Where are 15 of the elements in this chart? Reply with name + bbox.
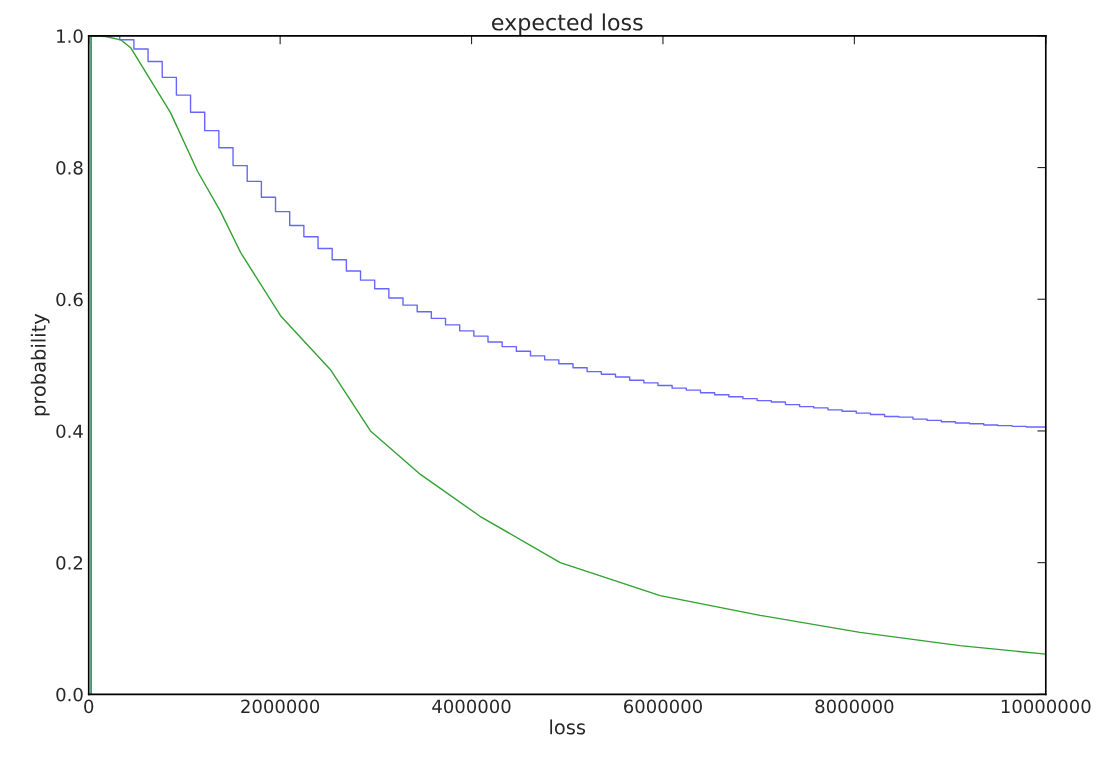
x-tick-label: 8000000 [815, 699, 894, 714]
y-tick-label: 0.4 [56, 424, 83, 439]
y-tick-label: 0.0 [56, 687, 83, 702]
x-axis-title: loss [550, 719, 586, 735]
x-tick-label: 10000000 [1001, 699, 1091, 714]
x-tick-label: 2000000 [241, 699, 320, 714]
chart-title: expected loss [492, 13, 643, 35]
y-tick-label: 0.8 [56, 161, 83, 175]
y-axis-title: probability [30, 313, 50, 416]
x-tick-label: 6000000 [624, 699, 702, 714]
x-tick-label: 4000000 [432, 699, 511, 714]
x-tick-label: 0 [84, 699, 94, 714]
y-tick-label: 0.6 [56, 292, 83, 307]
y-tick-label: 0.2 [56, 556, 83, 570]
y-tick-label: 1.0 [57, 29, 83, 43]
